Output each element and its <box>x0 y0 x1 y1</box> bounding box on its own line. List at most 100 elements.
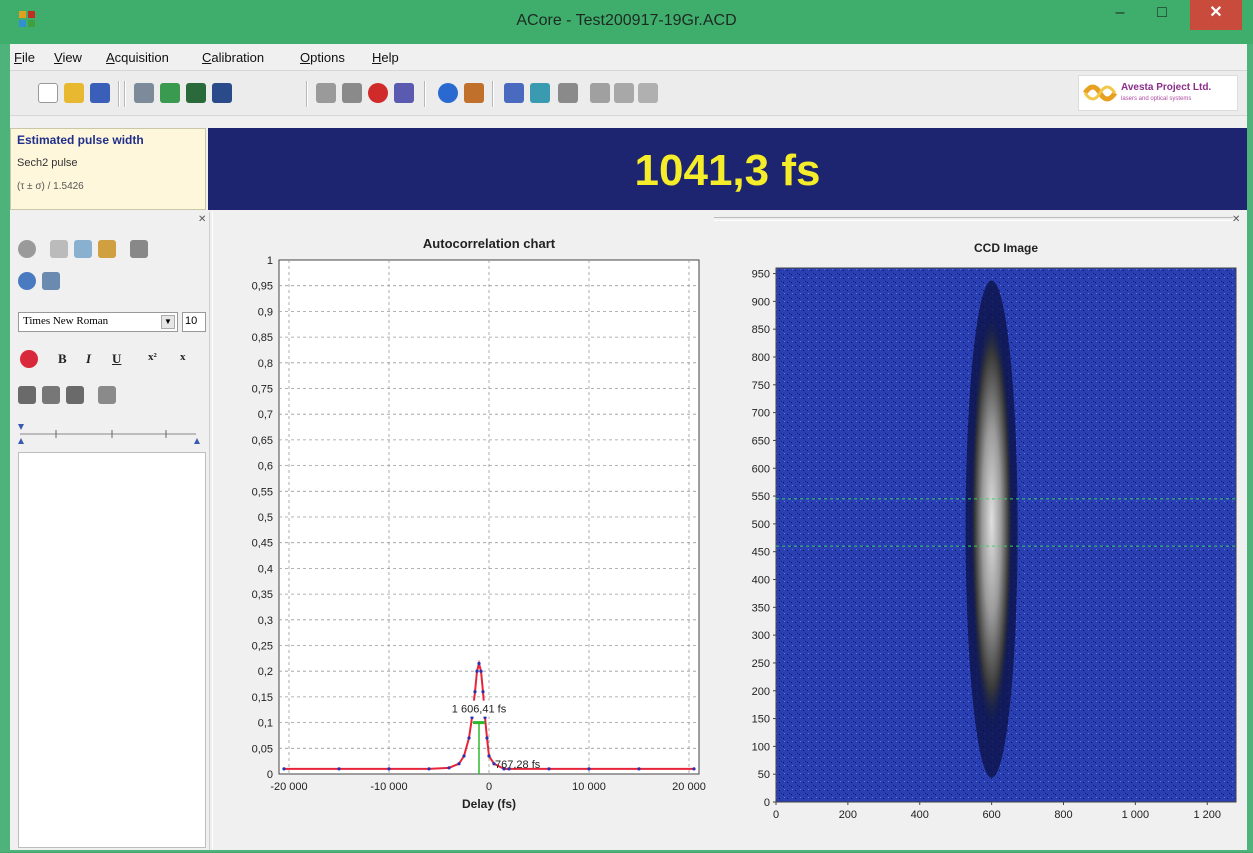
y-tick-label: 0,95 <box>252 281 273 293</box>
y-tick-label: 0,9 <box>258 306 273 318</box>
ruler[interactable] <box>16 422 204 446</box>
menu-calibration-accel: C <box>202 50 212 65</box>
autocorrelation-chart: Autocorrelation chart 0 0,05 0,1 0,15 0,2 0,25… <box>252 236 706 811</box>
bold-button[interactable]: B <box>58 351 67 366</box>
x-tick-label: 1 200 <box>1193 809 1221 821</box>
menu-help-rest: elp <box>381 50 399 65</box>
about-icon[interactable] <box>464 83 484 103</box>
subscript-button[interactable]: x <box>180 351 186 363</box>
capture-image-icon[interactable] <box>394 83 414 103</box>
y-tick-label: 600 <box>752 463 770 475</box>
toolbar-separator <box>306 81 308 107</box>
x-tick-label: 0 <box>486 781 492 793</box>
data-point <box>477 661 481 666</box>
y-tick-label: 50 <box>758 769 770 781</box>
replace-icon[interactable] <box>42 272 60 290</box>
font-size-select[interactable]: 10 <box>182 312 206 332</box>
cut-icon[interactable] <box>590 83 610 103</box>
undo-icon[interactable] <box>18 240 36 258</box>
export-tool-icon[interactable] <box>186 83 206 103</box>
y-tick-label: 0,7 <box>258 409 273 421</box>
data-point <box>587 767 591 771</box>
y-tick-label: 850 <box>752 324 770 336</box>
y-tick-label: 0,5 <box>258 512 273 524</box>
open-file-icon[interactable] <box>64 83 84 103</box>
superscript-button[interactable]: x² <box>148 351 157 363</box>
tools-icon[interactable] <box>558 83 578 103</box>
settings-icon[interactable] <box>530 83 550 103</box>
menu-acquisition[interactable]: Acquisition <box>106 50 169 65</box>
cut-icon[interactable] <box>50 240 68 258</box>
new-file-icon[interactable] <box>38 83 58 103</box>
y-tick-label: 0,25 <box>252 641 273 653</box>
copy-icon[interactable] <box>74 240 92 258</box>
y-tick-label: 0 <box>267 769 273 781</box>
menu-view[interactable]: View <box>54 50 82 65</box>
minimize-button[interactable]: – <box>1115 4 1125 21</box>
help-icon[interactable] <box>438 83 458 103</box>
data-point <box>692 767 696 771</box>
y-tick-label: 0,85 <box>252 332 273 344</box>
pulse-formula: (τ ± σ) / 1.5426 <box>17 181 84 192</box>
data-point <box>492 762 496 766</box>
menu-bar: File View Acquisition Calibration Option… <box>10 44 1247 70</box>
panel-close-icon[interactable]: ✕ <box>198 214 207 225</box>
pulse-width-display: 1041,3 fs <box>208 128 1247 210</box>
start-acquisition-icon[interactable] <box>316 83 336 103</box>
close-button[interactable]: ✕ <box>1190 0 1242 30</box>
copy-icon[interactable] <box>614 83 634 103</box>
paste-icon[interactable] <box>98 240 116 258</box>
x-axis-label: Delay (fs) <box>462 797 516 811</box>
align-right-icon[interactable] <box>66 386 84 404</box>
data-point <box>462 754 466 758</box>
panel-close-icon[interactable]: ✕ <box>1232 214 1241 225</box>
toolbar-separator <box>424 81 426 107</box>
align-left-icon[interactable] <box>18 386 36 404</box>
x-tick-label: -20 000 <box>270 781 307 793</box>
menu-view-rest: iew <box>62 50 82 65</box>
underline-button[interactable]: U <box>112 351 122 366</box>
data-point <box>475 669 479 673</box>
find-icon[interactable] <box>18 272 36 290</box>
y-tick-label: 150 <box>752 714 770 726</box>
annotation-bg <box>426 700 510 717</box>
menu-options[interactable]: Options <box>300 50 345 65</box>
x-tick-label: 0 <box>773 809 779 821</box>
chevron-down-icon[interactable]: ▼ <box>161 315 175 329</box>
pulse-width-info: Estimated pulse width Sech2 pulse (τ ± σ… <box>10 128 206 210</box>
pause-acquisition-icon[interactable] <box>342 83 362 103</box>
menu-calibration-rest: alibration <box>211 50 265 65</box>
y-tick-label: 0,75 <box>252 384 273 396</box>
save-file-icon[interactable] <box>90 83 110 103</box>
menu-help[interactable]: Help <box>372 50 399 65</box>
image-tool-icon[interactable] <box>160 83 180 103</box>
print-icon[interactable] <box>130 240 148 258</box>
fwhm-annotation: 1 606,41 fs <box>452 704 507 716</box>
stop-acquisition-icon[interactable] <box>368 83 388 103</box>
logo-mark-icon <box>1083 84 1117 102</box>
y-tick-label: 0,65 <box>252 435 273 447</box>
font-name-select[interactable]: Times New Roman ▼ <box>18 312 178 332</box>
paste-icon[interactable] <box>638 83 658 103</box>
y-tick-label: 0,6 <box>258 461 273 473</box>
logo-title: Avesta Project Ltd. <box>1121 82 1212 93</box>
import-tool-icon[interactable] <box>212 83 232 103</box>
edit-tool-icon[interactable] <box>134 83 154 103</box>
align-center-icon[interactable] <box>42 386 60 404</box>
data-point <box>637 767 641 771</box>
bullet-list-icon[interactable] <box>98 386 116 404</box>
client-area: File View Acquisition Calibration Option… <box>10 44 1247 850</box>
ccd-image-chart: CCD Image 0 50 100 150 200 250 300 350 400 450 500 5… <box>752 241 1237 821</box>
menu-calibration[interactable]: Calibration <box>202 50 264 65</box>
text-color-icon[interactable] <box>20 350 38 368</box>
maximize-button[interactable]: □ <box>1157 4 1167 21</box>
autocorrelation-panel: Autocorrelation chart 0 0,05 0,1 0,15 0,2 0,25… <box>212 212 712 850</box>
data-point <box>479 669 483 673</box>
menu-file[interactable]: File <box>14 50 35 65</box>
y-tick-label: 500 <box>752 519 770 531</box>
title-bar[interactable]: ACore - Test200917-19Gr.ACD – □ ✕ <box>0 0 1253 44</box>
notes-editor[interactable] <box>18 452 206 848</box>
calibrate-icon[interactable] <box>504 83 524 103</box>
data-point <box>507 767 511 771</box>
italic-button[interactable]: I <box>86 351 92 366</box>
